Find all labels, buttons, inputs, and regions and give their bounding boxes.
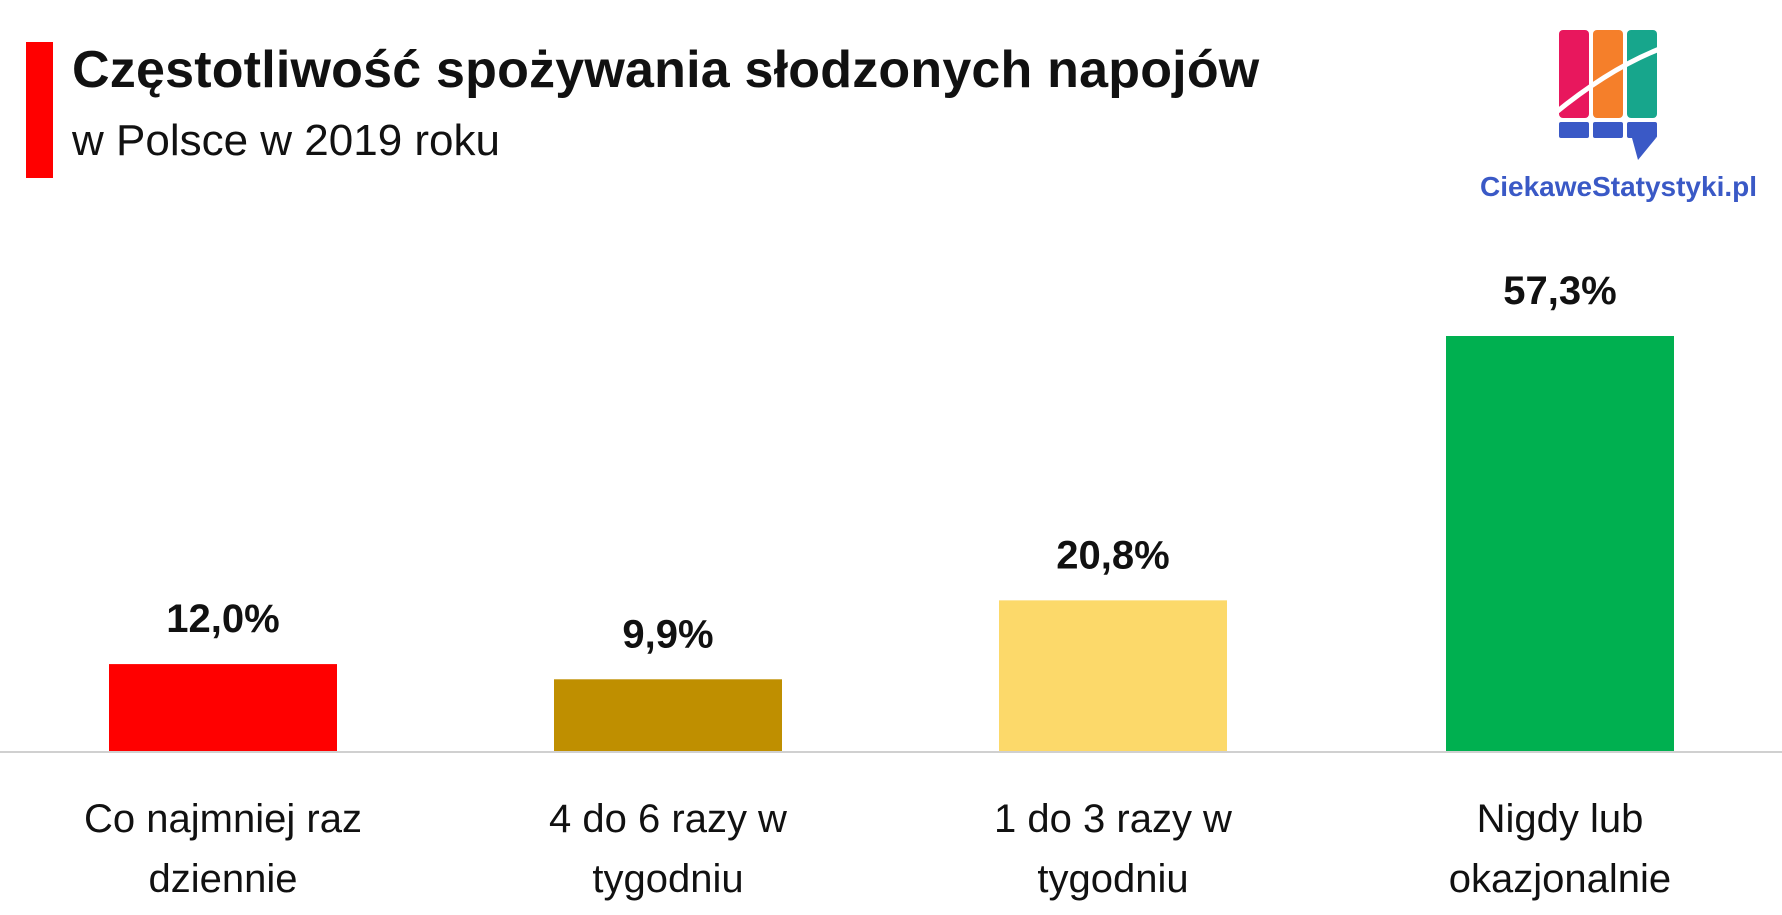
bookmark-columns-logo-icon xyxy=(1552,30,1663,160)
title-accent-bar xyxy=(26,42,53,178)
bar-4 xyxy=(1446,336,1674,751)
category-label-2-line-1: 4 do 6 razy w xyxy=(549,797,787,841)
logo-text: CiekaweStatystyki.pl xyxy=(1480,171,1758,202)
brand-logo[interactable]: CiekaweStatystyki.pl xyxy=(1480,28,1758,218)
category-label-1-line-2: dziennie xyxy=(148,857,297,901)
chart-subtitle: w Polsce w 2019 roku xyxy=(72,116,500,165)
chart-title: Częstotliwość spożywania słodzonych napo… xyxy=(72,41,1260,99)
category-label-4-line-1: Nigdy lub xyxy=(1477,797,1644,841)
bar-value-label-2: 9,9% xyxy=(622,612,713,656)
bar-value-label-4: 57,3% xyxy=(1503,269,1616,313)
category-label-3-line-1: 1 do 3 razy w xyxy=(994,797,1232,841)
bar-value-label-3: 20,8% xyxy=(1056,533,1169,577)
bar-value-label-1: 12,0% xyxy=(166,597,279,641)
bar-2 xyxy=(554,679,782,751)
bar-1 xyxy=(109,664,337,751)
category-label-3-line-2: tygodniu xyxy=(1037,857,1188,901)
category-label-1-line-1: Co najmniej raz xyxy=(84,797,362,841)
category-label-2-line-2: tygodniu xyxy=(592,857,743,901)
category-label-4-line-2: okazjonalnie xyxy=(1449,857,1671,901)
bar-3 xyxy=(999,600,1227,751)
